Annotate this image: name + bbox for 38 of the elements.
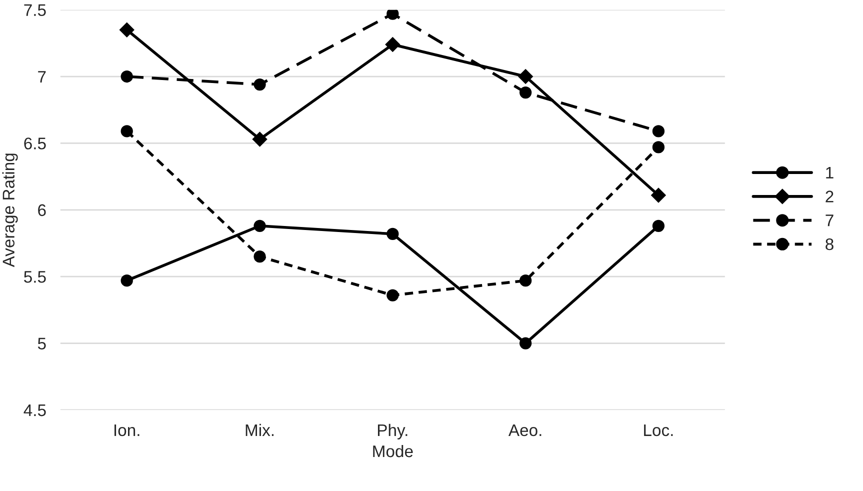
y-tick-label: 5 <box>38 338 46 350</box>
point <box>519 337 532 350</box>
y-tick-label: 7 <box>38 71 46 83</box>
y-tick-label: 6.5 <box>24 138 46 150</box>
point <box>120 125 133 138</box>
legend-label: 8 <box>826 238 834 250</box>
point <box>386 10 399 20</box>
point <box>120 274 133 287</box>
x-tick-label: Phy. <box>378 424 408 440</box>
y-axis-title: Average Rating <box>2 154 18 268</box>
point <box>652 220 665 232</box>
x-tick-label: Loc. <box>644 424 673 436</box>
y-tick-label: 6 <box>38 204 46 216</box>
point <box>254 78 266 91</box>
point <box>252 132 268 147</box>
point <box>652 125 665 138</box>
point <box>651 188 666 203</box>
point <box>519 274 532 287</box>
y-tick-label: 5.5 <box>24 271 46 283</box>
point <box>518 69 533 84</box>
point <box>386 289 399 302</box>
point <box>652 141 665 154</box>
y-tick-label: 7.5 <box>24 4 46 16</box>
legend-label: 2 <box>826 190 834 202</box>
legend-label: 1 <box>826 166 834 178</box>
x-axis-title: Mode <box>373 444 413 458</box>
x-tick-label: Ion. <box>114 424 140 436</box>
point <box>519 86 532 99</box>
point <box>119 22 134 38</box>
legend-label: 7 <box>826 214 834 226</box>
y-tick-label: 4.5 <box>24 404 46 416</box>
x-tick-label: Mix. <box>246 424 274 436</box>
point <box>386 228 399 240</box>
point <box>254 250 266 263</box>
point <box>385 37 400 52</box>
point <box>254 220 266 232</box>
point <box>120 70 133 83</box>
x-tick-label: Aeo. <box>508 424 542 436</box>
